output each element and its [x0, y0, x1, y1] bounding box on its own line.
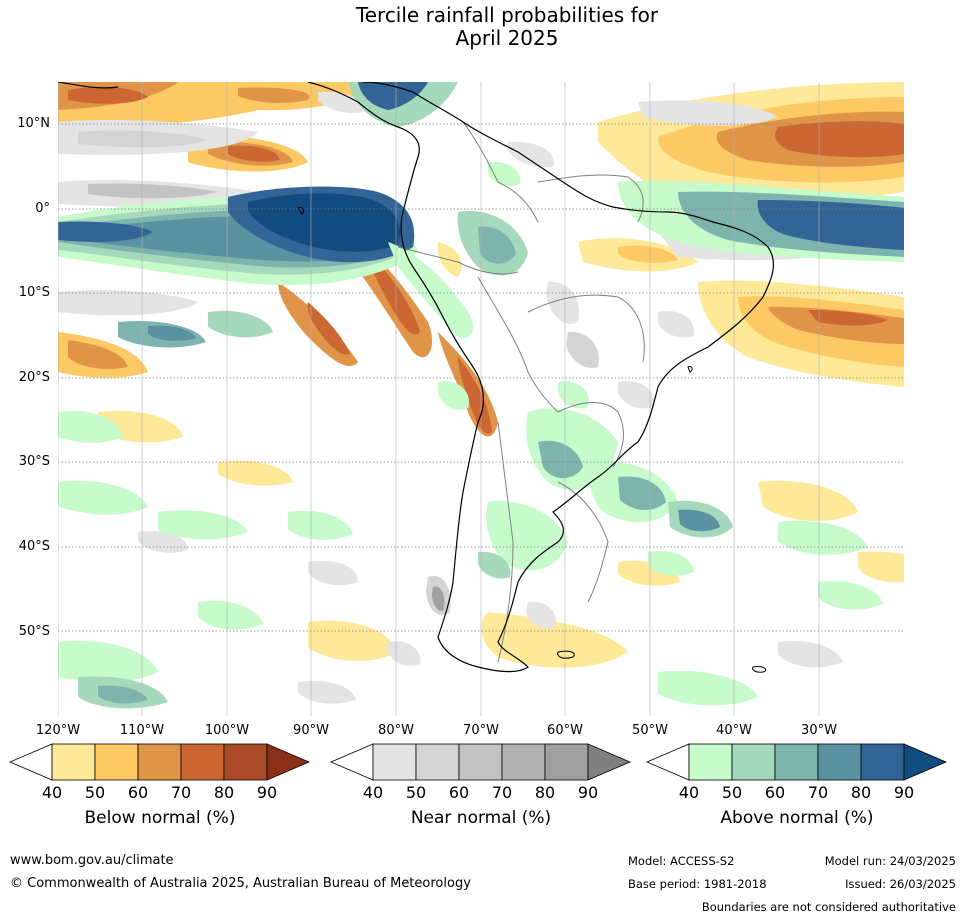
coastline [58, 82, 775, 673]
lon-label-70w: 70°W [463, 723, 499, 738]
country-borders [397, 121, 645, 663]
lat-label-0: 0° [35, 201, 50, 216]
near-colorbar-segment [458, 743, 503, 781]
rainfall-probability-map [58, 82, 904, 716]
above-colorbar-tick-label: 40 [678, 783, 700, 802]
lon-label-110w: 110°W [119, 723, 165, 738]
below-colorbar-segment [137, 743, 182, 781]
near-colorbar-min-extension [329, 743, 374, 781]
below-colorbar-max-extension [266, 743, 311, 781]
colorbar-above-normal [645, 743, 948, 781]
lon-label-80w: 80°W [378, 723, 414, 738]
near-colorbar-tick-label: 60 [448, 783, 470, 802]
above-colorbar-tick-label: 50 [721, 783, 743, 802]
above-colorbar-segment [817, 743, 862, 781]
map-title: Tercile rainfall probabilities for April… [0, 4, 965, 50]
lat-label-10n: 10°N [17, 116, 50, 131]
above-normal-patches [58, 82, 904, 709]
near-colorbar-tick-label: 80 [534, 783, 556, 802]
model-name: Model: ACCESS-S2 [628, 854, 735, 868]
below-colorbar-segment [94, 743, 139, 781]
above-colorbar-segment [731, 743, 776, 781]
below-colorbar-tick-label: 40 [41, 783, 63, 802]
below-colorbar-tick-label: 60 [127, 783, 149, 802]
boundaries-disclaimer: Boundaries are not considered authoritat… [701, 900, 956, 914]
below-colorbar-tick-label: 80 [213, 783, 235, 802]
lon-label-60w: 60°W [547, 723, 583, 738]
model-run-date: Model run: 24/03/2025 [824, 854, 956, 868]
above-colorbar-segment [688, 743, 733, 781]
colorbar-above-title: Above normal (%) [720, 808, 874, 828]
near-colorbar-max-extension [587, 743, 632, 781]
above-colorbar-tick-label: 70 [807, 783, 829, 802]
below-normal-patches [58, 82, 904, 668]
below-colorbar-tick-label: 90 [256, 783, 278, 802]
graticule [58, 123, 904, 632]
near-colorbar-segment [415, 743, 460, 781]
near-colorbar-tick-label: 40 [362, 783, 384, 802]
near-colorbar-tick-label: 90 [577, 783, 599, 802]
near-colorbar-segment [544, 743, 589, 781]
lon-label-90w: 90°W [293, 723, 329, 738]
near-colorbar-segment [501, 743, 546, 781]
meridians [58, 82, 820, 716]
colorbar-below-normal [8, 743, 311, 781]
near-colorbar-tick-label: 70 [491, 783, 513, 802]
below-colorbar-segment [180, 743, 225, 781]
lon-label-120w: 120°W [35, 723, 81, 738]
base-period: Base period: 1981-2018 [628, 877, 767, 891]
above-colorbar-tick-label: 60 [764, 783, 786, 802]
colorbars [8, 743, 948, 781]
title-line-2: April 2025 [455, 26, 559, 50]
title-line-1: Tercile rainfall probabilities for [355, 3, 659, 27]
lat-label-30s: 30°S [18, 454, 50, 469]
above-colorbar-tick-label: 80 [850, 783, 872, 802]
below-colorbar-tick-label: 70 [170, 783, 192, 802]
near-colorbar-tick-label: 50 [405, 783, 427, 802]
map-canvas [58, 82, 904, 716]
near-colorbar-segment [372, 743, 417, 781]
lon-label-100w: 100°W [204, 723, 250, 738]
islands [297, 207, 767, 673]
above-colorbar-tick-label: 90 [893, 783, 915, 802]
below-colorbar-tick-label: 50 [84, 783, 106, 802]
lon-label-30w: 30°W [801, 723, 837, 738]
lat-label-40s: 40°S [18, 539, 50, 554]
colorbar-below-title: Below normal (%) [84, 808, 236, 828]
lat-label-50s: 50°S [18, 624, 50, 639]
lat-label-10s: 10°S [18, 285, 50, 300]
above-colorbar-min-extension [645, 743, 690, 781]
lat-label-20s: 20°S [18, 370, 50, 385]
lon-label-50w: 50°W [632, 723, 668, 738]
above-colorbar-segment [774, 743, 819, 781]
colorbar-near-title: Near normal (%) [410, 808, 552, 828]
above-colorbar-max-extension [903, 743, 948, 781]
website-url[interactable]: www.bom.gov.au/climate [10, 853, 174, 868]
copyright-notice: © Commonwealth of Australia 2025, Austra… [10, 876, 471, 891]
lon-label-40w: 40°W [716, 723, 752, 738]
issued-date: Issued: 26/03/2025 [845, 877, 956, 891]
above-colorbar-segment [860, 743, 905, 781]
below-colorbar-min-extension [8, 743, 53, 781]
below-colorbar-segment [223, 743, 268, 781]
colorbar-near-normal [329, 743, 632, 781]
below-colorbar-segment [51, 743, 96, 781]
